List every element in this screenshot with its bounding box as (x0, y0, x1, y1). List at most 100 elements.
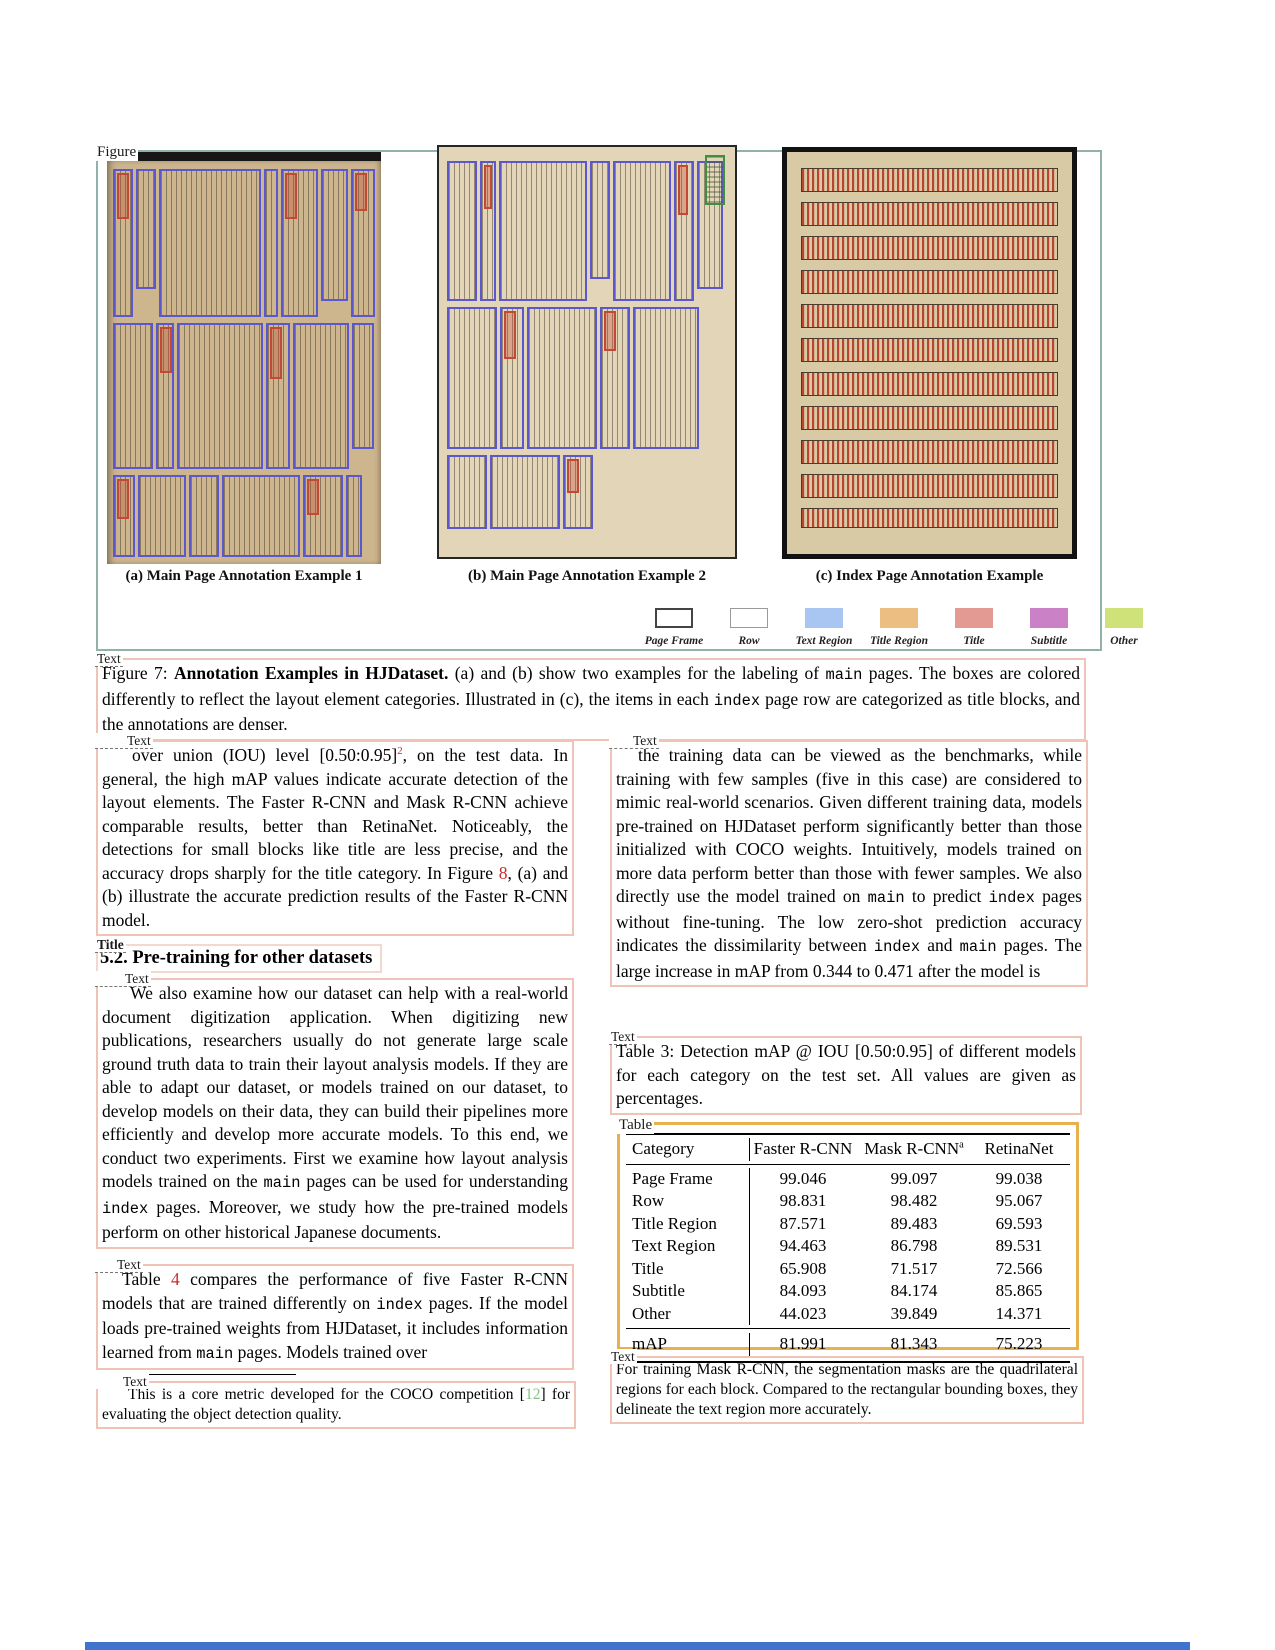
left-paragraph-2: Text We also examine how our dataset can… (95, 971, 574, 1249)
scan-title-block (117, 479, 129, 519)
table-cell: 99.038 (995, 1168, 1043, 1188)
table-cell: 81.991 (779, 1334, 827, 1353)
left-footnote: Text This is a core metric developed for… (95, 1374, 576, 1429)
scan-title-block (678, 165, 688, 215)
text-run: pages without fine-tuning. The low zero-… (616, 886, 1082, 955)
table-row: Page Frame 99.046 99.097 99.038 (626, 1167, 1070, 1190)
table-header-cell: Category (626, 1138, 750, 1161)
scan-text-block (346, 475, 362, 557)
table-row: Title 65.908 71.517 72.566 (626, 1257, 1070, 1280)
text-annotation-label: Text (95, 651, 123, 667)
scan-text-block (351, 169, 375, 317)
table-header-superscript: a (959, 1139, 964, 1151)
bottom-blue-bar (85, 1642, 1190, 1650)
scan-text-block (480, 161, 496, 301)
table-row: Text Region 94.463 86.798 89.531 (626, 1235, 1070, 1258)
text-run: over union (IOU) level [0.50:0.95] (132, 745, 398, 765)
scan-index-page-example (782, 147, 1077, 559)
scan-text-block (490, 455, 560, 529)
legend-swatch (805, 608, 843, 628)
text-run: pages. The large increase in mAP from 0.… (616, 935, 1082, 981)
text-run: main (196, 1344, 234, 1363)
text-run: pages can be used for understanding (300, 1171, 568, 1191)
text-run: main (263, 1174, 301, 1192)
scan-text-block (158, 169, 261, 317)
reference-link[interactable]: 4 (170, 1269, 180, 1289)
figure7-caption-block: Text Figure 7: Annotation Examples in HJ… (95, 651, 1086, 741)
scan-title-block (307, 479, 319, 515)
table3: Category Faster R-CNN Mask R-CNNa Retina… (626, 1133, 1070, 1363)
reference-link[interactable]: 12 (524, 1386, 541, 1403)
scan-text-block (447, 161, 477, 301)
table-cell: Title (626, 1257, 750, 1280)
reference-link[interactable]: 2 (397, 745, 403, 758)
scan-index-row (801, 508, 1058, 528)
text-run: pages. If the model loads pre-trained we… (102, 1292, 569, 1362)
paragraph-text: the training data can be viewed as the b… (616, 745, 1082, 981)
scan-text-block (189, 475, 219, 557)
table-cell: 84.174 (890, 1281, 938, 1300)
text-run: pages. Models trained over (233, 1341, 428, 1362)
text-run: index (988, 889, 1035, 907)
scan-text-block (590, 161, 610, 279)
section-title-block: Title 5.2. Pre-training for other datase… (95, 937, 383, 973)
paragraph-text: We also examine how our dataset can help… (102, 983, 568, 1242)
legend-item-subtitle: Subtitle (1020, 608, 1078, 647)
text-run: main (959, 938, 997, 956)
table-footnote-text: For training Mask R-CNN, the segmentatio… (616, 1361, 1078, 1418)
legend-item-page-frame: Page Frame (645, 608, 703, 647)
table-cell: 14.371 (995, 1303, 1043, 1323)
scan-text-block (303, 475, 343, 557)
scan-text-block (352, 323, 374, 449)
table-cell: 39.849 (890, 1303, 938, 1323)
text-annotation-label: Text (95, 971, 151, 987)
table-cell: 71.517 (890, 1258, 938, 1278)
figure-annotation-label: Figure (95, 143, 139, 161)
text-run: main (825, 666, 863, 684)
legend-item-title-region: Title Region (870, 608, 928, 647)
table-cell: 75.223 (995, 1334, 1043, 1353)
subfigure-caption-c: (c) Index Page Annotation Example (815, 568, 1044, 584)
text-run: main (867, 889, 905, 907)
text-run: Annotation Examples in HJDataset. (174, 663, 449, 683)
table-cell: Other (626, 1302, 750, 1325)
right-paragraph-1: Text the training data can be viewed as … (609, 733, 1088, 987)
scan-title-block (270, 327, 282, 379)
text-annotation-label: Text (609, 733, 659, 749)
table-cell: 99.046 (779, 1168, 827, 1188)
legend-item-row: Row (720, 608, 778, 647)
paragraph-text: over union (IOU) level [0.50:0.95]2, on … (102, 745, 568, 930)
scan-title-block (504, 311, 516, 359)
table-cell: 98.482 (890, 1191, 938, 1210)
scan-index-row (801, 406, 1058, 430)
reference-link[interactable]: 8 (498, 862, 508, 883)
scan-text-block (266, 323, 290, 469)
scan-title-block (160, 327, 172, 373)
table-cell: mAP (626, 1333, 750, 1356)
scan-text-block (633, 307, 699, 449)
scan-index-row (801, 372, 1058, 396)
scan-other-block (705, 155, 725, 205)
legend-swatch (655, 608, 693, 628)
scan-text-block (613, 161, 671, 301)
text-run: the training data can be viewed as the b… (616, 745, 1082, 906)
scan-title-block (355, 173, 368, 211)
table-cell: 98.831 (779, 1191, 827, 1210)
table-cell: 85.865 (995, 1281, 1043, 1300)
text-run: (a) and (b) show two examples for the la… (448, 663, 826, 683)
text-annotation-label: Text (95, 1374, 149, 1389)
text-run: For training Mask R-CNN, the segmentatio… (616, 1361, 1078, 1418)
scan-main-page-example-2 (437, 145, 737, 559)
table-cell: 72.566 (995, 1258, 1043, 1278)
scan-text-block (563, 455, 593, 529)
scan-title-block (117, 173, 129, 219)
scan-index-row (801, 202, 1058, 226)
title-annotation-label: Title (95, 937, 126, 953)
left-paragraph-3: Text Table 4 compares the performance of… (95, 1257, 574, 1370)
legend-swatch (1105, 608, 1143, 628)
scan-text-block (447, 307, 497, 449)
scan-index-row (801, 440, 1058, 464)
section-title-text: 5.2. Pre-training for other datasets (100, 948, 373, 968)
table-cell: 81.343 (890, 1334, 938, 1353)
table-cell: 65.908 (779, 1258, 827, 1278)
